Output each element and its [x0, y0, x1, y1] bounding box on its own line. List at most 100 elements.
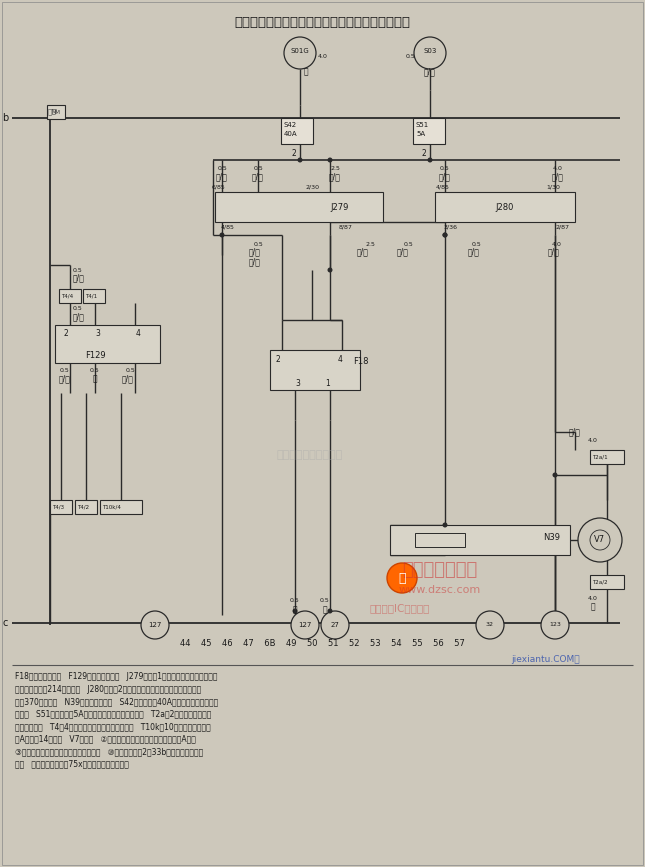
Text: 架上）   S51－保险丝（5A，红色，在附加继电器架上）   T2a－2孔插头（在发动机: 架上） S51－保险丝（5A，红色，在附加继电器架上） T2a－2孔插头（在发动… [15, 709, 212, 719]
Circle shape [553, 473, 557, 478]
Text: T2a/1: T2a/1 [592, 454, 608, 460]
Circle shape [578, 518, 622, 562]
Text: 0.5: 0.5 [73, 268, 83, 272]
Text: 0.5: 0.5 [405, 55, 415, 60]
Text: S42: S42 [284, 122, 297, 128]
Text: N39: N39 [543, 533, 560, 543]
Circle shape [291, 611, 319, 639]
Text: T10k/4: T10k/4 [102, 505, 121, 510]
Text: 红/绿: 红/绿 [397, 247, 409, 257]
Circle shape [321, 611, 349, 639]
Text: 0.5: 0.5 [320, 598, 330, 603]
Text: F129: F129 [84, 350, 105, 360]
Text: 4: 4 [338, 355, 343, 363]
Circle shape [428, 158, 433, 162]
Text: 棕: 棕 [293, 605, 297, 615]
Text: 加继电器架上，214继电器）   J280－风扇2挡速度继电器（棕色，在附加继电器架: 加继电器架上，214继电器） J280－风扇2挡速度继电器（棕色，在附加继电器架 [15, 685, 201, 694]
Bar [281, 118, 313, 144]
Text: 2.5: 2.5 [365, 242, 375, 246]
Text: 1: 1 [325, 379, 330, 388]
Circle shape [219, 232, 224, 238]
Text: 4.0: 4.0 [588, 596, 598, 601]
Text: 上）   ⑪－螺栓连接点（75x火线，在继电器板上）: 上） ⑪－螺栓连接点（75x火线，在继电器板上） [15, 759, 129, 768]
Text: 5A: 5A [416, 131, 425, 137]
Text: 0.5: 0.5 [73, 305, 83, 310]
Text: S03: S03 [423, 48, 437, 54]
Text: c: c [3, 618, 8, 628]
Text: 2.5: 2.5 [330, 166, 340, 172]
Text: 0.5: 0.5 [217, 166, 227, 172]
Text: 3: 3 [95, 329, 100, 337]
Bar [270, 350, 360, 390]
Circle shape [387, 563, 417, 593]
Text: 4.0: 4.0 [588, 439, 598, 444]
Text: S01G: S01G [291, 48, 310, 54]
Text: 红/蓝: 红/蓝 [552, 173, 564, 181]
Text: 红M: 红M [52, 109, 61, 114]
Text: 0.5: 0.5 [125, 368, 135, 373]
Text: 40A: 40A [284, 131, 297, 137]
Bar [50, 500, 72, 514]
Text: J280: J280 [496, 203, 514, 212]
Text: T2a/2: T2a/2 [592, 579, 608, 584]
Text: b: b [2, 113, 8, 123]
Text: 红M: 红M [48, 108, 58, 115]
Text: 2: 2 [292, 148, 296, 158]
Text: J279: J279 [331, 203, 349, 212]
Text: 0.5: 0.5 [440, 166, 450, 172]
Text: 0.5: 0.5 [403, 242, 413, 246]
Text: 6/85: 6/85 [211, 185, 225, 190]
Text: 黑/红: 黑/红 [252, 173, 264, 181]
Text: 2/30: 2/30 [306, 185, 320, 190]
Text: 棕/黑: 棕/黑 [249, 257, 261, 266]
Text: 红/黑: 红/黑 [569, 427, 581, 436]
Text: 棕/白: 棕/白 [73, 312, 85, 322]
Text: 8/87: 8/87 [339, 225, 353, 230]
Circle shape [292, 609, 297, 614]
Text: jiexiantu.COM理: jiexiantu.COM理 [511, 655, 579, 664]
Bar [47, 105, 65, 119]
Text: 3/36: 3/36 [444, 225, 458, 230]
Text: S51: S51 [416, 122, 430, 128]
Text: 32: 32 [486, 623, 494, 628]
Text: 杭州将睿科技有限公司: 杭州将睿科技有限公司 [277, 450, 343, 460]
Circle shape [414, 37, 446, 69]
Text: F18: F18 [353, 357, 368, 367]
Text: F18－风扇热敏开关   F129－空调压力开关   J279－风扇1挡速度继电器（红色，在附: F18－风扇热敏开关 F129－空调压力开关 J279－风扇1挡速度继电器（红色… [15, 672, 217, 681]
Circle shape [442, 232, 448, 238]
Text: 黑/蓝: 黑/蓝 [73, 273, 85, 283]
Text: 红/绿: 红/绿 [468, 247, 480, 257]
Circle shape [284, 37, 316, 69]
Text: 3: 3 [295, 379, 300, 388]
Bar [55, 325, 160, 363]
Circle shape [328, 268, 333, 272]
Text: 红/白: 红/白 [357, 247, 369, 257]
Text: 棕: 棕 [93, 375, 97, 383]
Text: ③－搭铁连接点（在空调压缩机线束内）   ⑩－螺栓连接点2（33b火线，在继电器板: ③－搭铁连接点（在空调压缩机线束内） ⑩－螺栓连接点2（33b火线，在继电器板 [15, 747, 203, 756]
Bar [215, 192, 383, 222]
Bar [415, 533, 465, 547]
Text: 全球最大IC采购平台: 全球最大IC采购平台 [370, 603, 430, 613]
Bar [75, 500, 97, 514]
Text: 27: 27 [330, 622, 339, 628]
Text: 2: 2 [275, 355, 280, 363]
Text: 维库电子市场网: 维库电子市场网 [402, 561, 478, 579]
Text: 黑/红: 黑/红 [439, 173, 451, 181]
Text: 0.5: 0.5 [90, 368, 100, 373]
Text: 0.5: 0.5 [472, 242, 482, 246]
Bar [413, 118, 445, 144]
Text: 红: 红 [304, 68, 308, 76]
Text: 棕/蓝: 棕/蓝 [59, 375, 71, 383]
Text: 室的左前侧）   T4－4孔插头（在发动机室的左前侧）   T10k－10孔插头（灰色，在: 室的左前侧） T4－4孔插头（在发动机室的左前侧） T10k－10孔插头（灰色，… [15, 722, 211, 731]
Text: 红/绿: 红/绿 [122, 375, 134, 383]
Bar [590, 575, 624, 589]
Circle shape [141, 611, 169, 639]
Text: 44    45    46    47    6B    49    50    51    52    53    54    55    56    57: 44 45 46 47 6B 49 50 51 52 53 54 55 56 5… [179, 638, 464, 648]
Text: 1/30: 1/30 [546, 185, 560, 190]
Text: 4/85: 4/85 [221, 225, 235, 230]
Text: 2: 2 [63, 329, 68, 337]
Text: 空调压力开关、风扇热敏开关、风扇继电器和风扇: 空调压力开关、风扇热敏开关、风扇继电器和风扇 [234, 16, 410, 29]
Text: 2: 2 [422, 148, 426, 158]
Text: 左A柱处，14号处）   V7－风扇   ②－搭铁连接点（在继电器板边上，左A柱）: 左A柱处，14号处） V7－风扇 ②－搭铁连接点（在继电器板边上，左A柱） [15, 734, 196, 744]
Text: 2/87: 2/87 [556, 225, 570, 230]
